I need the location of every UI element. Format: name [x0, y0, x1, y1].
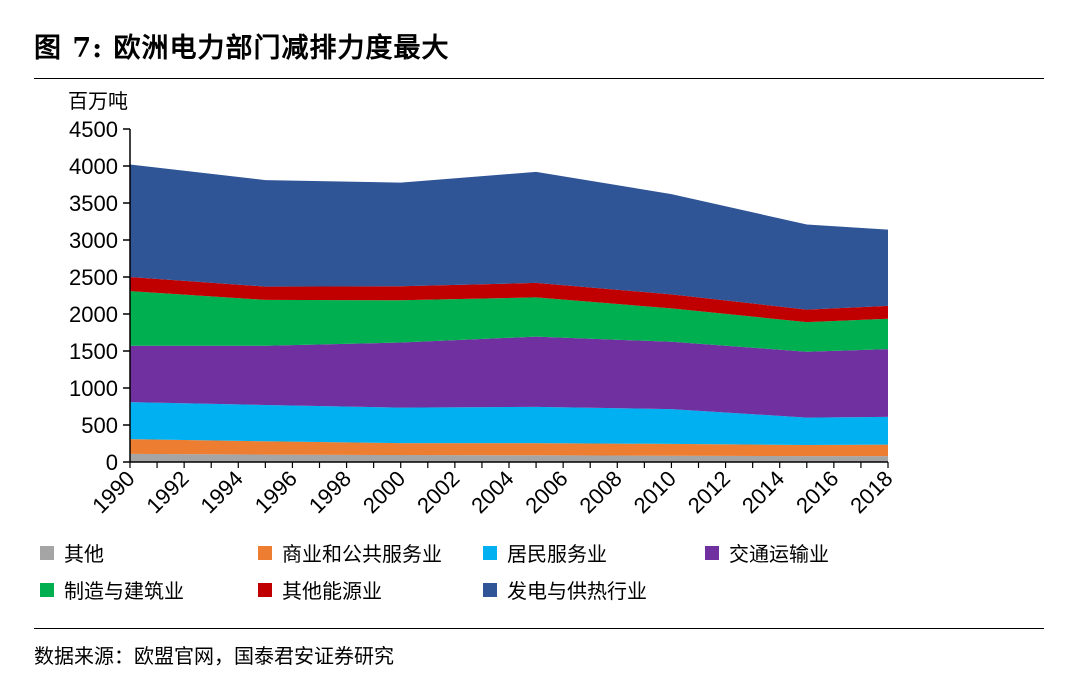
y-tick-label: 1000	[69, 376, 118, 401]
y-tick-label: 2000	[69, 302, 118, 327]
source-note: 数据来源：欧盟官网，国泰君安证券研究	[34, 644, 394, 668]
area-layers	[130, 164, 888, 462]
y-tick-label: 3000	[69, 228, 118, 253]
y-tick-label: 500	[81, 413, 118, 438]
x-tick-label: 2010	[629, 466, 681, 518]
x-tick-label: 2018	[845, 466, 897, 518]
title-divider	[34, 78, 1044, 79]
x-tick-label: 1992	[141, 466, 193, 518]
x-tick-label: 2016	[791, 466, 843, 518]
x-tick-label: 2008	[575, 466, 627, 518]
y-tick-label: 0	[106, 450, 118, 475]
area-series-1	[130, 439, 888, 457]
x-tick-label: 2002	[412, 466, 464, 518]
x-tick-label: 1990	[87, 466, 139, 518]
x-tick-label: 2000	[358, 466, 410, 518]
figure-title: 图 7: 欧洲电力部门减排力度最大	[34, 33, 450, 64]
area-series-6	[130, 164, 888, 310]
x-tick-label: 2012	[683, 466, 735, 518]
y-tick-label: 1500	[69, 339, 118, 364]
area-series-3	[130, 336, 888, 418]
x-tick-label: 2006	[520, 466, 572, 518]
x-tick-label: 1996	[250, 466, 302, 518]
source-divider	[34, 628, 1044, 629]
x-tick-label: 2004	[466, 466, 518, 518]
x-tick-label: 2014	[737, 466, 789, 518]
y-axis-label: 百万吨	[68, 89, 128, 113]
area-series-2	[130, 402, 888, 445]
y-tick-label: 2500	[69, 265, 118, 290]
area-series-4	[130, 291, 888, 352]
y-tick-label: 4500	[69, 117, 118, 142]
x-tick-label: 1998	[304, 466, 356, 518]
y-tick-label: 3500	[69, 191, 118, 216]
area-series-0	[130, 453, 888, 462]
area-series-5	[130, 277, 888, 323]
y-tick-label: 4000	[69, 154, 118, 179]
x-tick-label: 1994	[196, 466, 248, 518]
